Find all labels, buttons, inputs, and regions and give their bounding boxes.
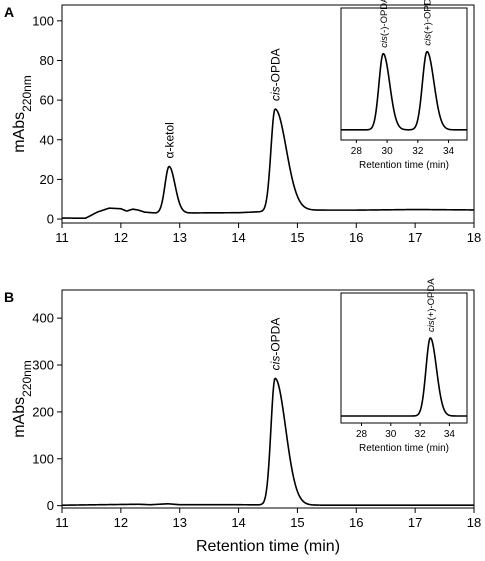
panel-b-peak-label-0-prefix: cis <box>269 356 283 371</box>
panel-a-inset-peak-label-1: cis(+)-OPDA <box>423 0 434 46</box>
panel-a-inset-peak-label-0-prefix: cis <box>379 36 390 48</box>
panel-a-y-tick-label: 40 <box>40 132 54 147</box>
panel-b-inset-x-tick-label: 34 <box>444 429 456 440</box>
panel-a-x-tick-label: 11 <box>55 230 69 245</box>
panel-a-inset-peak-label-0: cis(-)-OPDA <box>379 0 390 48</box>
panel-a-inset-x-tick-label: 32 <box>412 146 424 157</box>
panel-b-inset-x-tick-label: 28 <box>356 429 368 440</box>
panel-b-peak-label-0: cis-OPDA <box>269 318 283 371</box>
panel-b-inset-frame <box>340 292 468 424</box>
panel-b-inset-trace <box>340 337 468 417</box>
panel-a-x-tick-label: 18 <box>467 230 481 245</box>
panel-a-peak-label-1: cis-OPDA <box>269 48 283 101</box>
panel-a-inset-x-tick-label: 28 <box>351 146 363 157</box>
panel-b-x-tick-label: 11 <box>55 515 69 530</box>
panel-b-y-axis-label-sub: 220nm <box>20 360 34 397</box>
panel-a-peak-label-0-main: -ketol <box>163 122 177 151</box>
panel-a-inset-frame <box>340 7 468 141</box>
panel-b-chromatogram-trace <box>61 377 474 506</box>
panel-b-x-tick-label: 12 <box>114 515 128 530</box>
panel-a-inset-trace <box>340 50 468 131</box>
panel-a-x-tick-label: 13 <box>172 230 186 245</box>
panel-a-y-tick-label: 80 <box>40 53 54 68</box>
panel-b-plot-frame <box>61 289 475 509</box>
panel-b-x-tick-label: 16 <box>349 515 363 530</box>
panel-a-x-tick-label: 12 <box>114 230 128 245</box>
panel-a-x-tick-label: 17 <box>408 230 422 245</box>
panel-b-peak-label-0-main: -OPDA <box>269 318 283 356</box>
panel-a-x-tick-label: 16 <box>349 230 363 245</box>
panel-a-inset-peak-label-1-prefix: cis <box>423 34 434 46</box>
panel-b-inset-x-axis-label: Retention time (min) <box>359 443 449 454</box>
panel-b-inset-peak-label-0: cis(+)-OPDA <box>426 278 437 332</box>
panel-a-plot-frame <box>61 4 475 224</box>
panel-a-chart: 11 12 13 14 15 16 17 18020406080100α-ketolcis-O… <box>4 0 481 245</box>
panel-b-y-axis-label-main: mAbs <box>11 397 28 438</box>
panel-a-inset-x-tick-label: 30 <box>382 146 394 157</box>
panel-a-y-axis-label-main: mAbs <box>11 112 28 153</box>
panel-b-x-tick-label: 17 <box>408 515 422 530</box>
panel-b-x-axis-label: Retention time (min) <box>196 538 340 555</box>
panel-b-x-tick-label: 13 <box>172 515 186 530</box>
panel-a-peak-label-0: α-ketol <box>163 122 177 158</box>
panel-b-x-tick-label: 15 <box>290 515 304 530</box>
panel-a-peak-label-1-main: -OPDA <box>269 48 283 86</box>
panel-a-x-tick-label: 15 <box>290 230 304 245</box>
panel-a-x-tick-label: 14 <box>231 230 245 245</box>
panel-a-y-tick-label: 20 <box>40 172 54 187</box>
panel-b-panel-letter: B <box>4 289 14 305</box>
panel-b-y-tick-label: 0 <box>47 498 54 513</box>
panel-a-inset-x-tick-label: 34 <box>443 146 455 157</box>
panel-b-y-tick-label: 400 <box>32 311 54 326</box>
panel-b-inset-x-tick-label: 30 <box>385 429 397 440</box>
panel-b-inset-x-tick-label: 32 <box>415 429 427 440</box>
panel-a-panel-letter: A <box>4 4 14 20</box>
panel-a-y-tick-label: 60 <box>40 93 54 108</box>
panel-a-peak-label-1-prefix: cis <box>269 86 283 101</box>
panel-b-inset-peak-label-0-prefix: cis <box>426 320 437 332</box>
panel-a-y-tick-label: 0 <box>47 212 54 227</box>
panel-a-inset-peak-label-0-main: (-)-OPDA <box>379 0 390 36</box>
panel-b-y-axis-label: mAbs220nm <box>11 360 34 438</box>
panel-a-y-tick-label: 100 <box>32 13 54 28</box>
panel-b-inset-peak-label-0-main: (+)-OPDA <box>426 278 437 321</box>
panel-b-x-tick-label: 14 <box>231 515 245 530</box>
panel-a-inset-x-axis-label: Retention time (min) <box>359 160 449 171</box>
panel-a-chromatogram-trace <box>62 108 475 220</box>
panel-a-inset-peak-label-1-main: (+)-OPDA <box>423 0 434 34</box>
panel-b-chart: 11 12 13 14 15 16 17 180100200300400cis-OPDABmA… <box>4 278 481 555</box>
panel-a-y-axis-label: mAbs220nm <box>11 75 34 153</box>
panel-b-x-tick-label: 18 <box>467 515 481 530</box>
panel-a-peak-label-0-prefix: α <box>163 151 177 158</box>
panel-b-y-tick-label: 300 <box>32 358 54 373</box>
panel-a-y-axis-label-sub: 220nm <box>20 75 34 112</box>
panel-b-y-tick-label: 200 <box>32 404 54 419</box>
panel-b-y-tick-label: 100 <box>32 451 54 466</box>
